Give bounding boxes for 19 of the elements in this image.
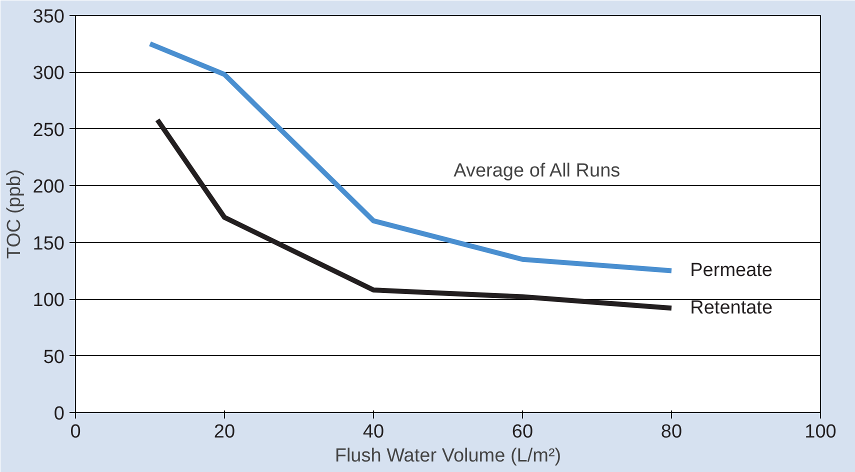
- y-axis-title: TOC (ppb): [4, 169, 25, 259]
- y-tick-label: 0: [54, 404, 65, 424]
- x-tick-label: 60: [512, 422, 534, 442]
- y-tick-label: 300: [32, 63, 64, 84]
- series-label: Retentate: [690, 298, 773, 319]
- annotation: Average of All Runs: [454, 160, 620, 182]
- x-tick-label: 80: [660, 422, 682, 442]
- y-tick-label: 200: [32, 176, 64, 198]
- x-axis-title: Flush Water Volume (L/m²): [334, 446, 562, 466]
- y-tick-label: 250: [32, 120, 64, 141]
- series-label: Permeate: [690, 260, 772, 282]
- x-tick-label: 100: [804, 422, 836, 442]
- x-tick-label: 0: [70, 422, 81, 442]
- x-tick-label: 40: [362, 422, 384, 442]
- y-tick-label: 350: [32, 6, 64, 28]
- y-tick-label: 50: [43, 346, 65, 368]
- y-tick-label: 150: [32, 233, 64, 254]
- y-tick-label: 100: [32, 290, 64, 312]
- x-tick-label: 20: [214, 422, 236, 442]
